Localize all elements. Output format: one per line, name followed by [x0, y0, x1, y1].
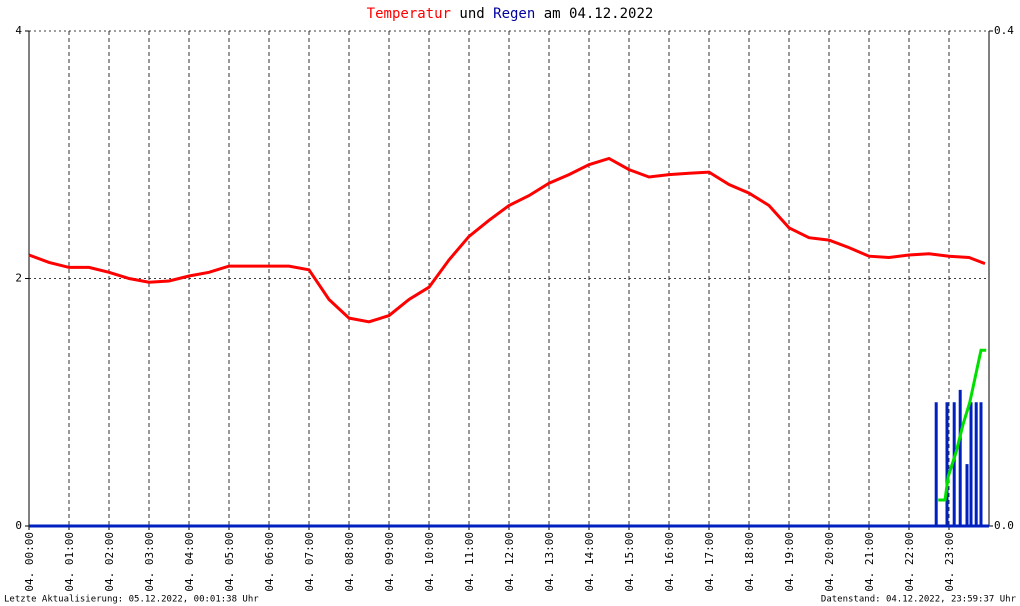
x-tick-label: 04. 02:00 [103, 532, 116, 592]
bar [969, 402, 973, 526]
x-tick-label: 04. 17:00 [703, 532, 716, 592]
y-tick-label: 4 [15, 24, 22, 37]
x-tick-label: 04. 06:00 [263, 532, 276, 592]
y2-tick-label: 0.0 [994, 519, 1014, 532]
bar [945, 402, 949, 526]
bar [979, 402, 983, 526]
data-line [938, 348, 987, 502]
x-tick-label: 04. 22:00 [903, 532, 916, 592]
chart-title: Temperatur und Regen am 04.12.2022 [367, 6, 654, 22]
x-tick-label: 04. 08:00 [343, 532, 356, 592]
footer-right: Datenstand: 04.12.2022, 23:59:37 Uhr [821, 595, 1017, 605]
bar [952, 402, 956, 526]
x-tick-label: 04. 14:00 [583, 532, 596, 592]
x-tick-label: 04. 12:00 [503, 532, 516, 592]
x-tick-label: 04. 10:00 [423, 532, 436, 592]
y-tick-label: 2 [15, 272, 22, 285]
x-tick-label: 04. 09:00 [383, 532, 396, 592]
x-tick-label: 04. 20:00 [823, 532, 836, 592]
bar [974, 402, 978, 526]
bar [965, 464, 969, 526]
title-part: Temperatur [367, 6, 451, 22]
x-tick-label: 04. 04:00 [183, 532, 196, 592]
bar [934, 402, 938, 526]
y2-tick-label: 0.4 [994, 24, 1014, 37]
x-tick-label: 04. 19:00 [783, 532, 796, 592]
x-tick-label: 04. 18:00 [743, 532, 756, 592]
data-line [28, 156, 986, 324]
footer-left: Letzte Aktualisierung: 05.12.2022, 00:01… [4, 595, 259, 605]
title-part: Regen [493, 6, 535, 22]
x-tick-label: 04. 11:00 [463, 532, 476, 592]
x-tick-label: 04. 07:00 [303, 532, 316, 592]
x-tick-label: 04. 23:00 [943, 532, 956, 592]
x-tick-label: 04. 15:00 [623, 532, 636, 592]
x-tick-label: 04. 13:00 [543, 532, 556, 592]
x-tick-label: 04. 16:00 [663, 532, 676, 592]
y-tick-label: 0 [15, 519, 22, 532]
x-tick-label: 04. 01:00 [63, 532, 76, 592]
x-tick-label: 04. 03:00 [143, 532, 156, 592]
title-part: am 04.12.2022 [544, 6, 654, 22]
x-tick-label: 04. 21:00 [863, 532, 876, 592]
bar [958, 389, 962, 526]
x-tick-label: 04. 05:00 [223, 532, 236, 592]
x-tick-label: 04. 00:00 [23, 532, 36, 592]
title-part: und [459, 6, 484, 22]
